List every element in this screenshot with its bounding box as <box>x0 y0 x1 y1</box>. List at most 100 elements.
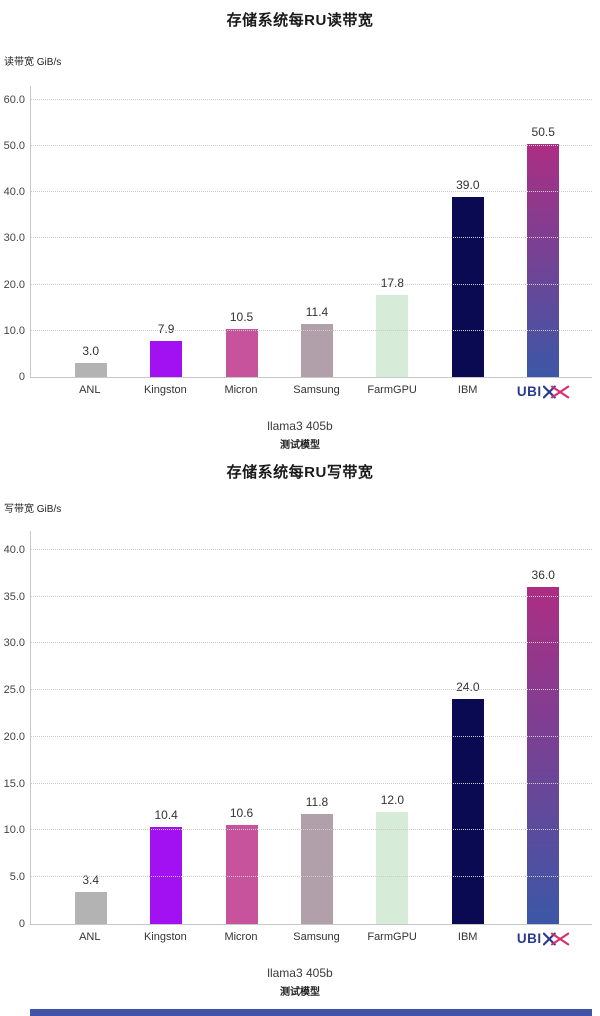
bar-ibm <box>451 699 484 924</box>
y-tick-label: 20.0 <box>3 278 25 291</box>
bar-ubix <box>527 587 560 924</box>
bar-slot: 50.5 <box>506 86 581 377</box>
x-category-label: ANL <box>79 384 101 396</box>
bar-value-label: 11.4 <box>305 305 329 320</box>
bar-slot: 24.0 <box>430 531 505 924</box>
bar-slot: 39.0 <box>430 86 505 377</box>
bar-value-label: 36.0 <box>531 568 555 583</box>
gridline <box>31 876 592 878</box>
chart-write-bandwidth: 存储系统每RU写带宽 写带宽 GiB/s 3.4 10.4 10.6 11.8 12.0… <box>0 461 600 998</box>
gridline <box>31 98 592 100</box>
bar-value-label: 7.9 <box>157 321 175 336</box>
gridline <box>31 548 592 550</box>
x-axis-label: llama3 405b <box>267 419 333 433</box>
x-category-label: IBM <box>457 384 478 396</box>
bar-slot: 10.5 <box>204 86 279 377</box>
x-axis-sublabel: 测试模型 <box>280 987 320 998</box>
ubix-double-x-icon <box>542 932 569 945</box>
x-axis-label: llama3 405b <box>267 966 333 980</box>
y-tick-label: 35.0 <box>3 590 25 603</box>
x-category-row: ANL Kingston Micron Samsung FarmGPU IBM UBI <box>52 384 581 399</box>
x-axis-sublabel: 测试模型 <box>280 440 320 451</box>
chart-title: 存储系统每RU写带宽 <box>226 464 374 481</box>
y-axis-unit-label: 读带宽 GiB/s <box>4 57 62 68</box>
bar-value-label: 10.6 <box>229 805 254 820</box>
bar-micron <box>225 824 258 924</box>
bar-value-label: 50.5 <box>531 124 555 139</box>
ubix-logo: UBI <box>517 384 570 399</box>
bar-slot: 11.4 <box>279 86 354 377</box>
bar-micron <box>225 328 258 377</box>
gridline <box>31 735 592 737</box>
bars-layer: 3.0 7.9 10.5 11.4 17.8 39.0 50.5 <box>53 86 581 377</box>
y-tick-label: 50.0 <box>3 140 25 153</box>
y-tick-label: 10.0 <box>3 324 25 337</box>
y-tick-label: 40.0 <box>3 186 25 199</box>
chart-read-bandwidth: 存储系统每RU读带宽 读带宽 GiB/s 3.0 7.9 10.5 11.4 17.8 3… <box>0 0 600 451</box>
bar-slot: 17.8 <box>355 86 430 377</box>
x-category-label: UBI <box>505 384 581 399</box>
x-category-label: FarmGPU <box>367 384 417 396</box>
gridline <box>31 642 592 644</box>
bar-value-label: 39.0 <box>456 177 480 192</box>
x-category-label: ANL <box>79 931 101 943</box>
bar-samsung <box>300 813 333 924</box>
x-category-label: FarmGPU <box>367 931 417 943</box>
y-tick-label: 40.0 <box>3 543 25 556</box>
plot-area: 3.4 10.4 10.6 11.8 12.0 24.0 36.0 0 5.0 10.0 15.0… <box>4 531 592 930</box>
bar-slot: 7.9 <box>128 86 203 377</box>
bar-slot: 10.4 <box>128 531 203 924</box>
gridline <box>31 191 592 193</box>
bar-slot: 12.0 <box>355 531 430 924</box>
bar-slot: 10.6 <box>204 531 279 924</box>
bottom-partial-bar <box>30 1009 592 1016</box>
y-tick-label: 10.0 <box>3 824 25 837</box>
x-category-label: Samsung <box>293 384 340 396</box>
bars-layer: 3.4 10.4 10.6 11.8 12.0 24.0 36.0 <box>53 531 581 924</box>
gridline <box>31 782 592 784</box>
bar-value-label: 24.0 <box>456 680 480 695</box>
plot-area: 3.0 7.9 10.5 11.4 17.8 39.0 50.5 0 10.0 20.0 30.0… <box>4 86 592 383</box>
y-tick-label: 0 <box>18 918 25 930</box>
gridline <box>31 237 592 239</box>
y-tick-label: 30.0 <box>3 637 25 650</box>
bar-slot: 11.8 <box>279 531 354 924</box>
bar-anl <box>74 363 107 377</box>
y-tick-label: 60.0 <box>3 93 25 106</box>
bar-value-label: 3.0 <box>82 344 100 359</box>
y-tick-label: 30.0 <box>3 232 25 245</box>
gridline <box>31 829 592 831</box>
y-tick-label: 5.0 <box>9 871 25 884</box>
bar-farmgpu <box>376 294 409 377</box>
y-tick-label: 20.0 <box>3 730 25 743</box>
bar-kingston <box>150 826 183 924</box>
x-category-label: Micron <box>224 931 258 943</box>
x-category-label: IBM <box>457 931 478 943</box>
bar-slot: 3.4 <box>53 531 128 924</box>
bar-value-label: 17.8 <box>380 275 405 290</box>
x-category-label: Samsung <box>293 931 340 943</box>
gridline <box>31 283 592 285</box>
bar-ubix <box>527 143 560 377</box>
bar-samsung <box>300 324 333 377</box>
x-category-label: Kingston <box>143 384 187 396</box>
bar-value-label: 10.4 <box>154 807 178 822</box>
x-category-label: Kingston <box>143 931 187 943</box>
x-category-label: UBI <box>505 931 581 946</box>
y-tick-label: 15.0 <box>3 777 25 790</box>
gridline <box>31 145 592 147</box>
bar-slot: 3.0 <box>53 86 128 377</box>
y-axis-unit-label: 写带宽 GiB/s <box>4 504 62 515</box>
x-category-label: Micron <box>224 384 258 396</box>
bar-value-label: 10.5 <box>229 309 254 324</box>
bar-kingston <box>150 340 183 377</box>
bar-value-label: 11.8 <box>305 794 329 809</box>
x-category-row: ANL Kingston Micron Samsung FarmGPU IBM UBI <box>52 931 581 946</box>
chart-title: 存储系统每RU读带宽 <box>226 12 374 29</box>
ubix-double-x-icon <box>542 385 569 398</box>
ubix-logo-text: UBI <box>516 931 542 946</box>
bar-anl <box>74 892 107 924</box>
gridline <box>31 329 592 331</box>
y-tick-label: 0 <box>18 371 25 383</box>
